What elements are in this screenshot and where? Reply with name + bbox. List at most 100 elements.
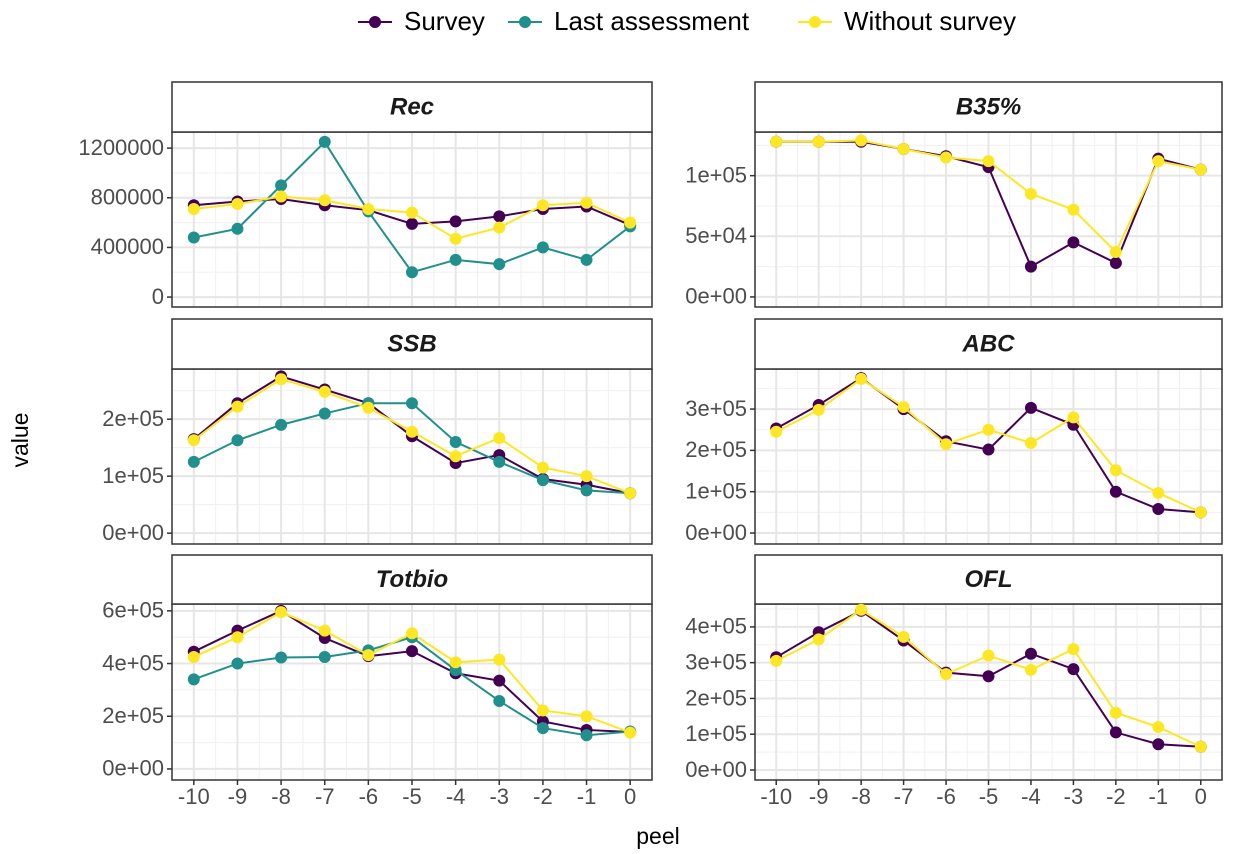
x-tick-label: 0	[624, 784, 636, 809]
point	[897, 401, 910, 414]
x-tick-label: -5	[402, 784, 422, 809]
point	[580, 196, 593, 209]
point	[406, 206, 418, 219]
x-tick-label: -4	[1021, 784, 1041, 809]
point	[580, 484, 593, 497]
point	[362, 401, 375, 414]
y-tick-label: 3e+05	[685, 649, 747, 674]
point	[770, 135, 783, 148]
point	[855, 134, 868, 147]
y-tick-label: 0e+00	[685, 757, 747, 782]
point	[318, 650, 331, 663]
point	[187, 455, 200, 468]
point	[449, 656, 462, 669]
point	[362, 649, 375, 662]
point	[580, 729, 593, 742]
x-tick-label: -1	[577, 784, 597, 809]
point	[362, 202, 375, 215]
x-tick-label: -7	[894, 784, 914, 809]
point	[406, 266, 418, 279]
y-tick-label: 5e+04	[685, 223, 747, 248]
x-tick-label: -7	[315, 784, 335, 809]
y-tick-label: 4e+05	[685, 614, 747, 639]
point	[1109, 256, 1122, 269]
strip-title: SSB	[387, 330, 436, 357]
legend-label: Without survey	[844, 6, 1016, 36]
y-tick-label: 1e+05	[685, 162, 747, 187]
x-tick-label: -6	[936, 784, 956, 809]
point	[1024, 187, 1037, 200]
y-tick-label: 400000	[91, 234, 164, 259]
y-tick-label: 2e+05	[102, 406, 164, 431]
y-tick-label: 2e+05	[102, 703, 164, 728]
y-tick-label: 4e+05	[102, 650, 164, 675]
y-tick-label: 0e+00	[102, 520, 164, 545]
point	[536, 704, 549, 717]
point	[231, 222, 244, 235]
point	[318, 135, 331, 148]
legend-marker	[369, 16, 381, 28]
point	[449, 215, 462, 228]
point	[406, 627, 418, 640]
point	[187, 202, 200, 215]
x-tick-label: -9	[809, 784, 829, 809]
point	[318, 624, 331, 637]
point	[1024, 663, 1037, 676]
point	[1109, 726, 1122, 739]
point	[275, 179, 288, 192]
point	[982, 443, 995, 456]
x-tick-label: -9	[228, 784, 248, 809]
point	[580, 710, 593, 723]
point	[231, 400, 244, 413]
point	[855, 603, 868, 616]
point	[493, 431, 506, 444]
point	[1024, 260, 1037, 273]
y-tick-label: 0	[152, 284, 164, 309]
legend-marker	[809, 16, 821, 28]
point	[406, 397, 418, 410]
y-tick-label: 1e+05	[685, 479, 747, 504]
point	[231, 197, 244, 210]
legend-label: Survey	[404, 6, 485, 36]
point	[580, 253, 593, 266]
point	[812, 135, 825, 148]
point	[493, 653, 506, 666]
y-tick-label: 6e+05	[102, 598, 164, 623]
x-axis-label: peel	[636, 823, 679, 849]
point	[1194, 740, 1207, 753]
strip-title: OFL	[965, 566, 1013, 593]
point	[275, 651, 288, 664]
y-tick-label: 2e+05	[685, 685, 747, 710]
point	[406, 217, 418, 230]
legend-label: Last assessment	[554, 6, 750, 36]
point	[624, 216, 637, 229]
point	[1067, 236, 1080, 249]
x-tick-label: -8	[851, 784, 871, 809]
point	[493, 210, 506, 223]
point	[982, 155, 995, 168]
point	[275, 418, 288, 431]
point	[940, 438, 953, 451]
point	[1152, 738, 1165, 751]
point	[493, 258, 506, 271]
point	[1024, 436, 1037, 449]
point	[812, 633, 825, 646]
strip	[171, 81, 653, 133]
point	[275, 373, 288, 386]
point	[449, 435, 462, 448]
point	[493, 455, 506, 468]
point	[1109, 706, 1122, 719]
x-tick-label: -3	[1064, 784, 1084, 809]
point	[187, 673, 200, 686]
point	[1024, 647, 1037, 660]
point	[318, 194, 331, 207]
point	[940, 151, 953, 164]
x-tick-label: -1	[1149, 784, 1169, 809]
point	[449, 253, 462, 266]
point	[770, 425, 783, 438]
point	[275, 606, 288, 619]
strip-title: Totbio	[376, 566, 448, 593]
strip	[754, 81, 1223, 133]
point	[624, 726, 637, 739]
point	[1067, 411, 1080, 424]
